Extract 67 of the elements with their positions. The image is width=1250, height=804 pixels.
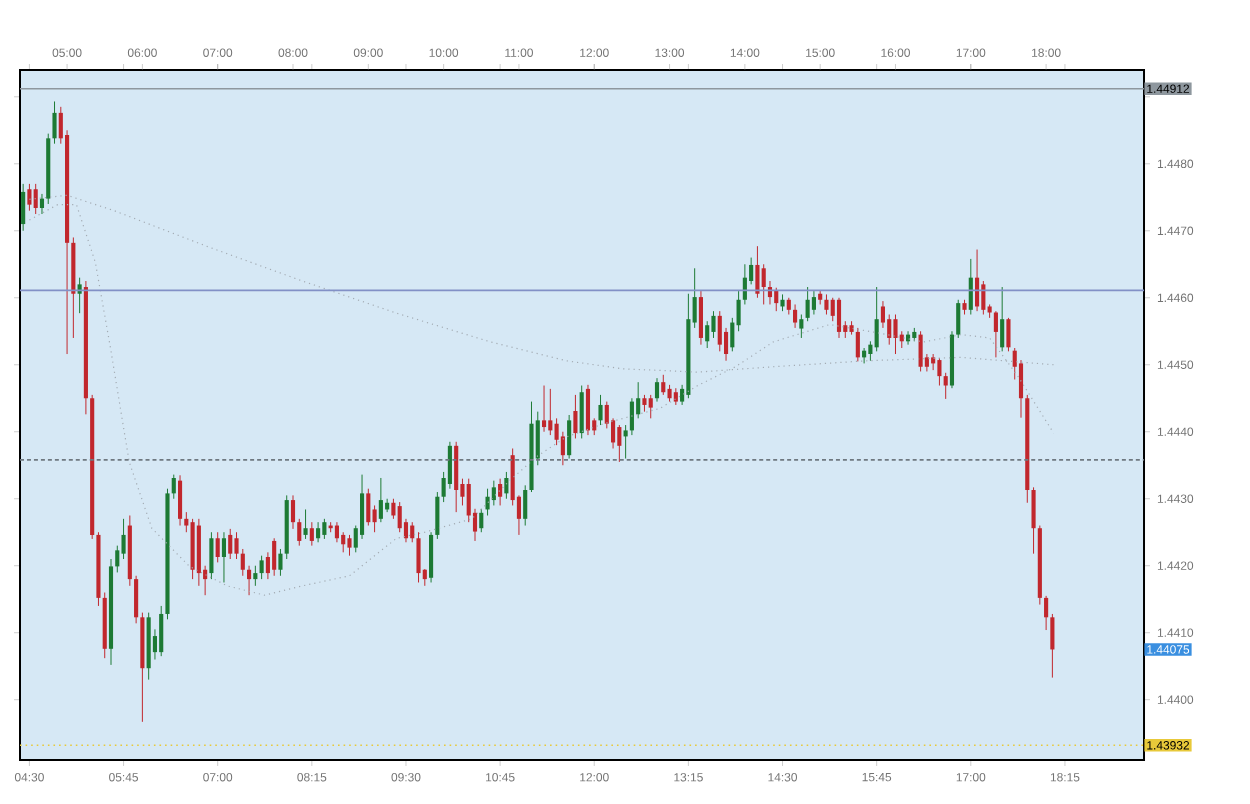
candlestick xyxy=(560,431,565,466)
candlestick xyxy=(774,287,779,312)
candlestick xyxy=(598,394,603,426)
candlestick xyxy=(579,385,584,439)
candlestick xyxy=(855,327,860,362)
candlestick xyxy=(931,353,936,371)
candlestick xyxy=(698,290,704,346)
candlestick xyxy=(479,508,484,533)
candlestick xyxy=(454,441,459,513)
candlestick xyxy=(811,290,816,316)
candlestick xyxy=(541,385,547,433)
candlestick xyxy=(253,565,258,587)
candlestick xyxy=(190,518,195,580)
candlestick xyxy=(309,521,314,547)
candlestick xyxy=(968,258,973,316)
candlestick xyxy=(334,521,339,543)
candlestick xyxy=(228,528,233,560)
candlestick xyxy=(491,480,496,506)
candlestick xyxy=(27,183,32,212)
candlestick xyxy=(975,249,980,312)
candlestick xyxy=(937,357,942,387)
candlestick xyxy=(272,537,277,577)
candlestick xyxy=(661,374,666,396)
candlestick xyxy=(648,394,653,419)
candlestick xyxy=(629,397,634,436)
candlestick xyxy=(918,330,923,372)
candlestick xyxy=(21,183,26,232)
candlestick xyxy=(755,245,760,299)
candlestick xyxy=(316,521,321,543)
candlestick xyxy=(793,303,798,329)
candlestick xyxy=(761,263,766,305)
candlestick xyxy=(177,474,183,527)
candlestick xyxy=(993,310,998,358)
candlestick xyxy=(1000,286,1005,352)
candlestick xyxy=(824,293,829,316)
candlestick xyxy=(705,320,710,349)
candlestick xyxy=(77,277,82,314)
candlestick xyxy=(259,555,264,580)
candlestick xyxy=(1006,317,1011,352)
candlestick xyxy=(359,474,365,540)
candlestick xyxy=(548,388,553,436)
candlestick xyxy=(893,314,898,355)
candlestick xyxy=(303,508,308,540)
candlestick xyxy=(943,372,948,400)
candlestick xyxy=(215,531,220,563)
candlestick xyxy=(836,297,842,339)
candlestick xyxy=(874,286,879,352)
candlestick xyxy=(485,488,490,516)
candlestick xyxy=(322,518,327,540)
candlestick xyxy=(504,471,509,500)
candlestick xyxy=(347,534,352,557)
candlestick xyxy=(221,531,227,583)
candlestick xyxy=(209,531,214,580)
candlestick xyxy=(33,183,38,215)
candlestick xyxy=(585,384,591,436)
candlestick xyxy=(617,424,622,463)
candlestick xyxy=(805,286,810,322)
candlestick xyxy=(447,441,452,490)
candlestick xyxy=(366,488,371,527)
candlestick xyxy=(498,478,503,506)
candlestick xyxy=(654,377,660,403)
candlestick xyxy=(567,414,572,460)
candlestick xyxy=(378,477,383,523)
candlestick xyxy=(391,498,396,520)
candlestick xyxy=(196,518,201,587)
candlestick xyxy=(573,394,578,439)
candlestick xyxy=(799,314,804,339)
